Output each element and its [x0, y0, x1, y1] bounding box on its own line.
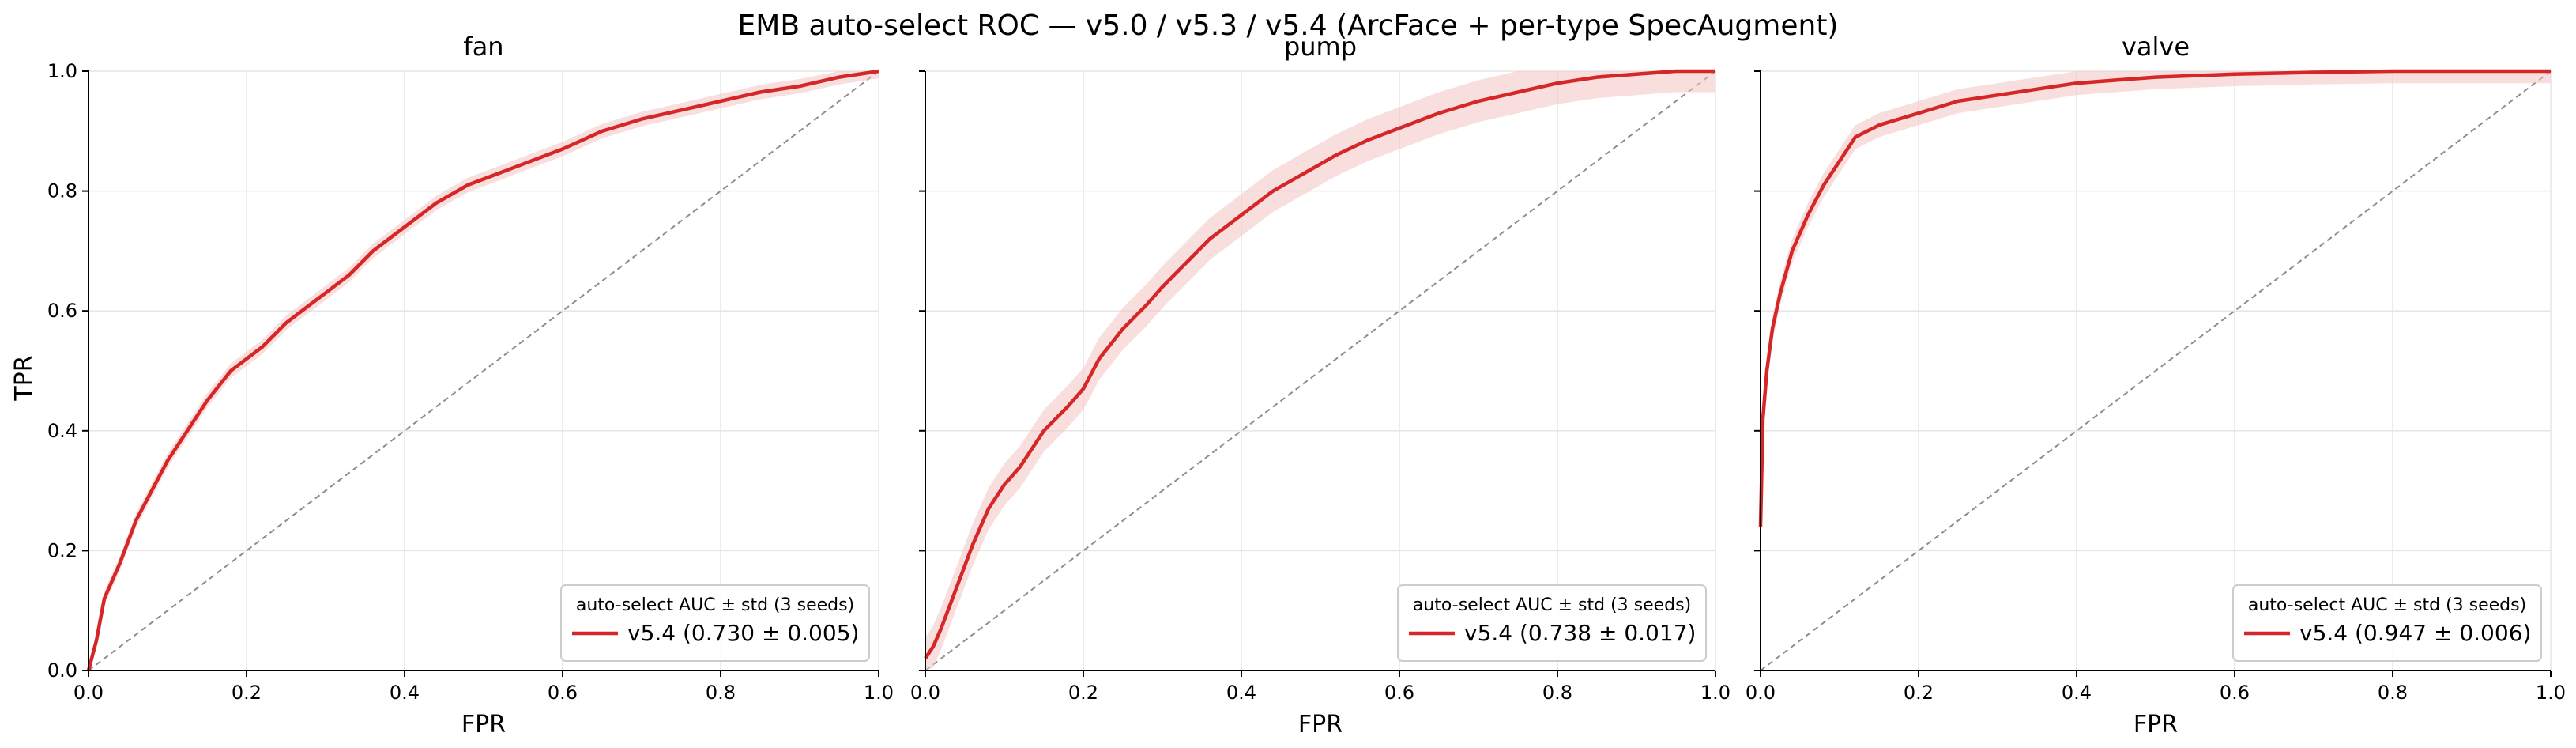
legend: auto-select AUC ± std (3 seeds) v5.4 (0.7…	[560, 584, 870, 662]
x-tick-label: 0.6	[548, 682, 578, 704]
x-tick-label: 0.4	[390, 682, 420, 704]
panel-title-pump: pump	[1284, 32, 1357, 62]
chance-line	[88, 70, 879, 671]
panel-valve: valve FPR 0.0 0.2 0.4 0.6 0.8 1.0 auto-select …	[1746, 32, 2566, 739]
x-tick-label: 1.0	[1700, 682, 1731, 704]
x-tick-label: 0.8	[706, 682, 736, 704]
y-tick-label: 0.2	[47, 539, 77, 561]
chance-line	[1760, 70, 2552, 671]
roc-curve	[86, 69, 879, 671]
roc-curve	[1758, 69, 2551, 527]
x-tick-label: 0.0	[1746, 682, 1776, 704]
y-tick-label: 0.8	[47, 180, 77, 202]
x-tick-label: 0.6	[1384, 682, 1414, 704]
x-tick-label: 0.2	[1904, 682, 1934, 704]
x-tick-label: 0.4	[2062, 682, 2092, 704]
x-tick-label: 0.0	[910, 682, 940, 704]
figure-ylabel: TPR	[10, 355, 38, 401]
panel-xlabel-fan: FPR	[461, 711, 506, 739]
x-tick-label: 0.2	[1068, 682, 1098, 704]
roc-curve	[924, 69, 1715, 660]
legend-entry: v5.4 (0.738 ± 0.017)	[1464, 620, 1696, 646]
x-tick-label: 0.2	[232, 682, 262, 704]
legend-box	[560, 584, 870, 662]
legend-title: auto-select AUC ± std (3 seeds)	[2248, 595, 2526, 615]
chance-line	[925, 70, 1716, 671]
x-tick-label: 0.8	[1542, 682, 1572, 704]
legend-title: auto-select AUC ± std (3 seeds)	[576, 595, 854, 615]
x-tick-label: 1.0	[2536, 682, 2566, 704]
legend: auto-select AUC ± std (3 seeds) v5.4 (0.9…	[2232, 584, 2542, 662]
legend-box	[1397, 584, 1707, 662]
std-band	[925, 71, 1715, 671]
figure-suptitle: EMB auto-select ROC — v5.0 / v5.3 / v5.4…	[738, 9, 1839, 42]
legend-entry: v5.4 (0.730 ± 0.005)	[627, 620, 859, 646]
y-tick-label: 0.0	[47, 659, 77, 682]
x-tick-label: 0.8	[2378, 682, 2408, 704]
legend: auto-select AUC ± std (3 seeds) v5.4 (0.7…	[1397, 584, 1707, 662]
x-tick-label: 0.6	[2220, 682, 2250, 704]
x-tick-label: 1.0	[864, 682, 894, 704]
y-tick-label: 0.4	[47, 420, 77, 442]
x-tick-label: 0.4	[1226, 682, 1256, 704]
panel-xlabel-pump: FPR	[1298, 711, 1343, 739]
legend-entry: v5.4 (0.947 ± 0.006)	[2299, 620, 2531, 646]
legend-box	[2232, 584, 2542, 662]
x-tick-label: 0.0	[73, 682, 104, 704]
panel-xlabel-valve: FPR	[2133, 711, 2178, 739]
y-tick-label: 0.6	[47, 300, 77, 322]
panel-fan: fan FPR 0.00.0 0.2 0.2 0.4 0.4 0.6 0.6 0.8 0.8 1.…	[47, 32, 894, 739]
y-tick-label: 1.0	[47, 60, 77, 82]
std-band	[1761, 71, 2551, 539]
panel-title-valve: valve	[2122, 32, 2190, 62]
legend-title: auto-select AUC ± std (3 seeds)	[1413, 595, 1691, 615]
panel-title-fan: fan	[463, 32, 503, 62]
panel-pump: pump FPR 0.0 0.2 0.4 0.6 0.8 1.0 auto-select A…	[910, 32, 1731, 739]
